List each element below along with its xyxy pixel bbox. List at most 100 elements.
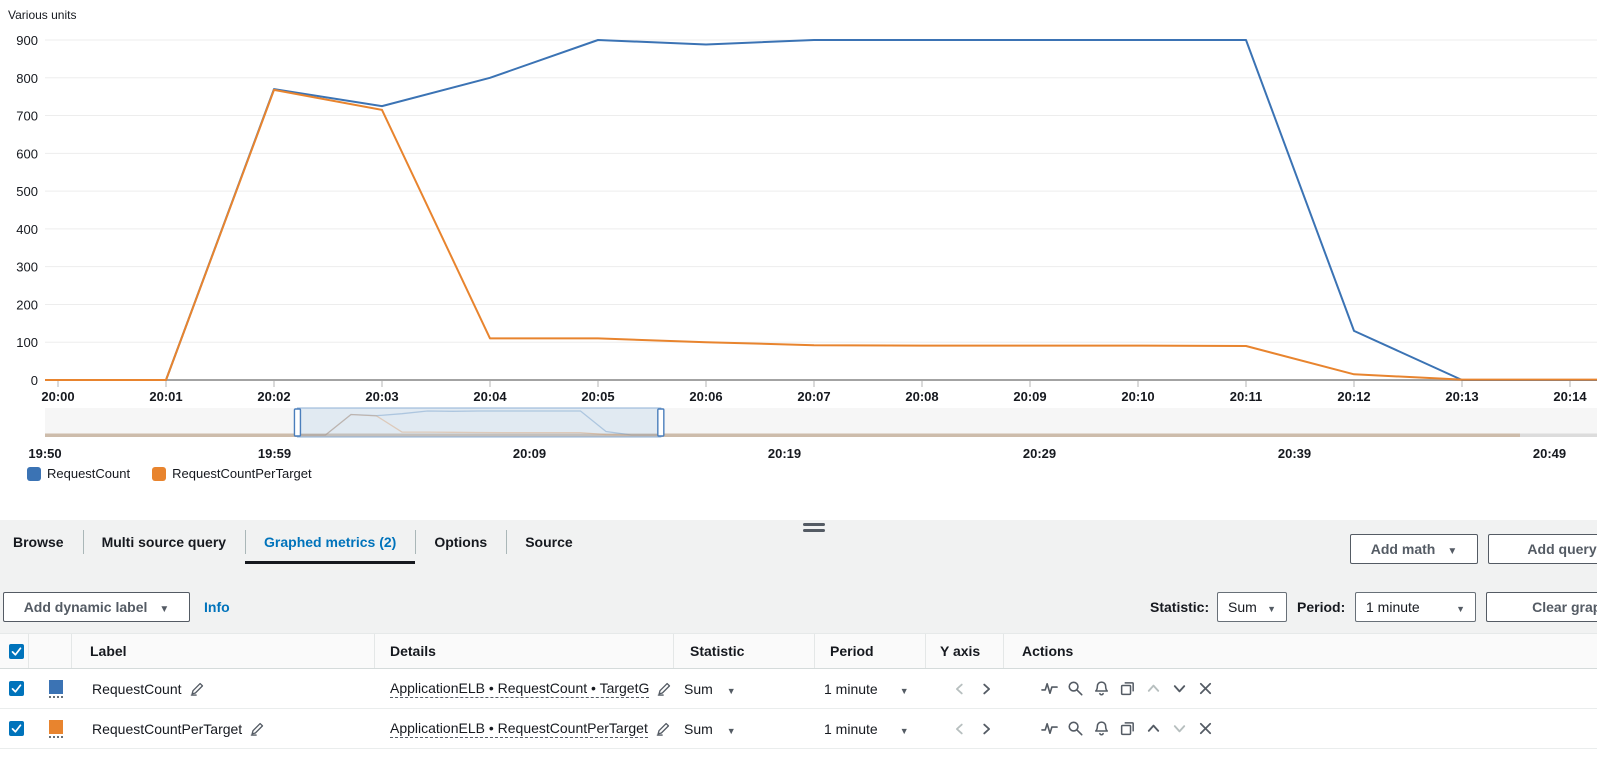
svg-text:20:04: 20:04 [473, 389, 507, 404]
svg-text:500: 500 [16, 184, 38, 199]
metrics-chart-section: Various units 01002003004005006007008009… [0, 0, 1597, 520]
timeline-tick-label: 20:29 [1023, 446, 1056, 461]
y-axis-left-icon[interactable] [952, 721, 968, 737]
svg-text:20:00: 20:00 [41, 389, 74, 404]
tab-multi-source-query[interactable]: Multi source query [83, 520, 245, 564]
timeline-tick-label: 20:19 [768, 446, 801, 461]
svg-text:20:08: 20:08 [905, 389, 938, 404]
svg-text:20:05: 20:05 [581, 389, 614, 404]
graph-this-metric-icon[interactable] [1041, 680, 1058, 697]
row-period-dropdown[interactable]: 1 minute [814, 709, 925, 748]
duplicate-metric-icon[interactable] [1119, 720, 1136, 737]
header-actions: Actions [1003, 634, 1597, 668]
select-all-checkbox[interactable] [9, 644, 24, 659]
remove-metric-icon[interactable] [1197, 720, 1214, 737]
row-checkbox[interactable] [9, 721, 24, 736]
caret-down-icon [900, 721, 909, 737]
header-details: Details [374, 634, 673, 668]
y-axis-right-icon[interactable] [978, 721, 994, 737]
header-label: Label [71, 634, 374, 668]
row-statistic-dropdown[interactable]: Sum [673, 669, 814, 708]
y-axis-left-icon[interactable] [952, 681, 968, 697]
timeline-tick-label: 20:49 [1533, 446, 1566, 461]
zoom-metric-icon[interactable] [1067, 720, 1084, 737]
svg-text:20:01: 20:01 [149, 389, 182, 404]
move-down-icon[interactable] [1171, 680, 1188, 697]
caret-down-icon [1267, 599, 1276, 615]
create-alarm-icon[interactable] [1093, 680, 1110, 697]
legend-item-requestcountpertarget[interactable]: RequestCountPerTarget [152, 466, 311, 481]
tab-source[interactable]: Source [506, 520, 591, 564]
metric-label: RequestCountPerTarget [92, 721, 242, 737]
metric-color-swatch[interactable] [49, 720, 63, 738]
timeline-tick-label: 19:50 [28, 446, 61, 461]
legend-color-swatch [27, 467, 41, 481]
header-select-all-cell [0, 634, 28, 668]
metric-label: RequestCount [92, 681, 182, 697]
table-row: RequestCountPerTarget ApplicationELB • R… [0, 709, 1597, 749]
main-line-chart[interactable]: 010020030040050060070080090020:0020:0120… [0, 0, 1597, 404]
move-down-icon[interactable] [1171, 720, 1188, 737]
add-query-button[interactable]: Add query [1488, 534, 1597, 564]
clear-graph-button[interactable]: Clear graph [1486, 592, 1597, 622]
svg-text:400: 400 [16, 222, 38, 237]
svg-text:700: 700 [16, 109, 38, 124]
row-statistic-dropdown[interactable]: Sum [673, 709, 814, 748]
legend-label: RequestCountPerTarget [172, 466, 311, 481]
header-period: Period [814, 634, 925, 668]
svg-text:300: 300 [16, 260, 38, 275]
edit-details-pencil-icon[interactable] [656, 721, 671, 736]
tab-graphed-metrics[interactable]: Graphed metrics (2) [245, 520, 415, 564]
svg-text:0: 0 [31, 373, 38, 388]
svg-text:600: 600 [16, 146, 38, 161]
legend-color-swatch [152, 467, 166, 481]
edit-label-pencil-icon[interactable] [190, 681, 205, 696]
legend-label: RequestCount [47, 466, 130, 481]
svg-text:20:14: 20:14 [1553, 389, 1587, 404]
chart-legend: RequestCount RequestCountPerTarget [27, 466, 312, 481]
svg-text:900: 900 [16, 33, 38, 48]
duplicate-metric-icon[interactable] [1119, 680, 1136, 697]
move-up-icon[interactable] [1145, 720, 1162, 737]
legend-item-requestcount[interactable]: RequestCount [27, 466, 130, 481]
edit-label-pencil-icon[interactable] [250, 721, 265, 736]
svg-text:20:02: 20:02 [257, 389, 290, 404]
edit-details-pencil-icon[interactable] [657, 681, 672, 696]
add-math-button[interactable]: Add math [1350, 534, 1478, 564]
svg-text:20:13: 20:13 [1445, 389, 1478, 404]
tab-browse[interactable]: Browse [0, 520, 83, 564]
y-axis-right-icon[interactable] [978, 681, 994, 697]
svg-text:20:07: 20:07 [797, 389, 830, 404]
row-checkbox[interactable] [9, 681, 24, 696]
svg-text:20:10: 20:10 [1121, 389, 1154, 404]
caret-down-icon [727, 721, 736, 737]
statistic-label: Statistic: [1150, 599, 1209, 615]
tab-options[interactable]: Options [415, 520, 506, 564]
statistic-select[interactable]: Sum [1217, 592, 1287, 622]
create-alarm-icon[interactable] [1093, 720, 1110, 737]
svg-text:800: 800 [16, 71, 38, 86]
svg-text:20:03: 20:03 [365, 389, 398, 404]
header-y-axis: Y axis [925, 634, 1003, 668]
table-row: RequestCount ApplicationELB • RequestCou… [0, 669, 1597, 709]
period-label: Period: [1297, 599, 1345, 615]
zoom-metric-icon[interactable] [1067, 680, 1084, 697]
caret-down-icon [159, 599, 169, 615]
timeline-tick-label: 20:39 [1278, 446, 1311, 461]
header-statistic: Statistic [673, 634, 814, 668]
caret-down-icon [1456, 599, 1465, 615]
graphed-metrics-table: Label Details Statistic Period Y axis Ac… [0, 633, 1597, 771]
info-link[interactable]: Info [204, 599, 230, 615]
svg-text:20:11: 20:11 [1230, 389, 1263, 404]
remove-metric-icon[interactable] [1197, 680, 1214, 697]
metric-details[interactable]: ApplicationELB • RequestCount • TargetG [390, 680, 649, 698]
period-select[interactable]: 1 minute [1355, 592, 1476, 622]
caret-down-icon [1447, 541, 1457, 557]
metric-details[interactable]: ApplicationELB • RequestCountPerTarget [390, 720, 648, 738]
metric-color-swatch[interactable] [49, 680, 63, 698]
graph-this-metric-icon[interactable] [1041, 720, 1058, 737]
add-dynamic-label-button[interactable]: Add dynamic label [3, 592, 190, 622]
timeline-overview-brush[interactable] [0, 407, 1597, 441]
move-up-icon[interactable] [1145, 680, 1162, 697]
row-period-dropdown[interactable]: 1 minute [814, 669, 925, 708]
